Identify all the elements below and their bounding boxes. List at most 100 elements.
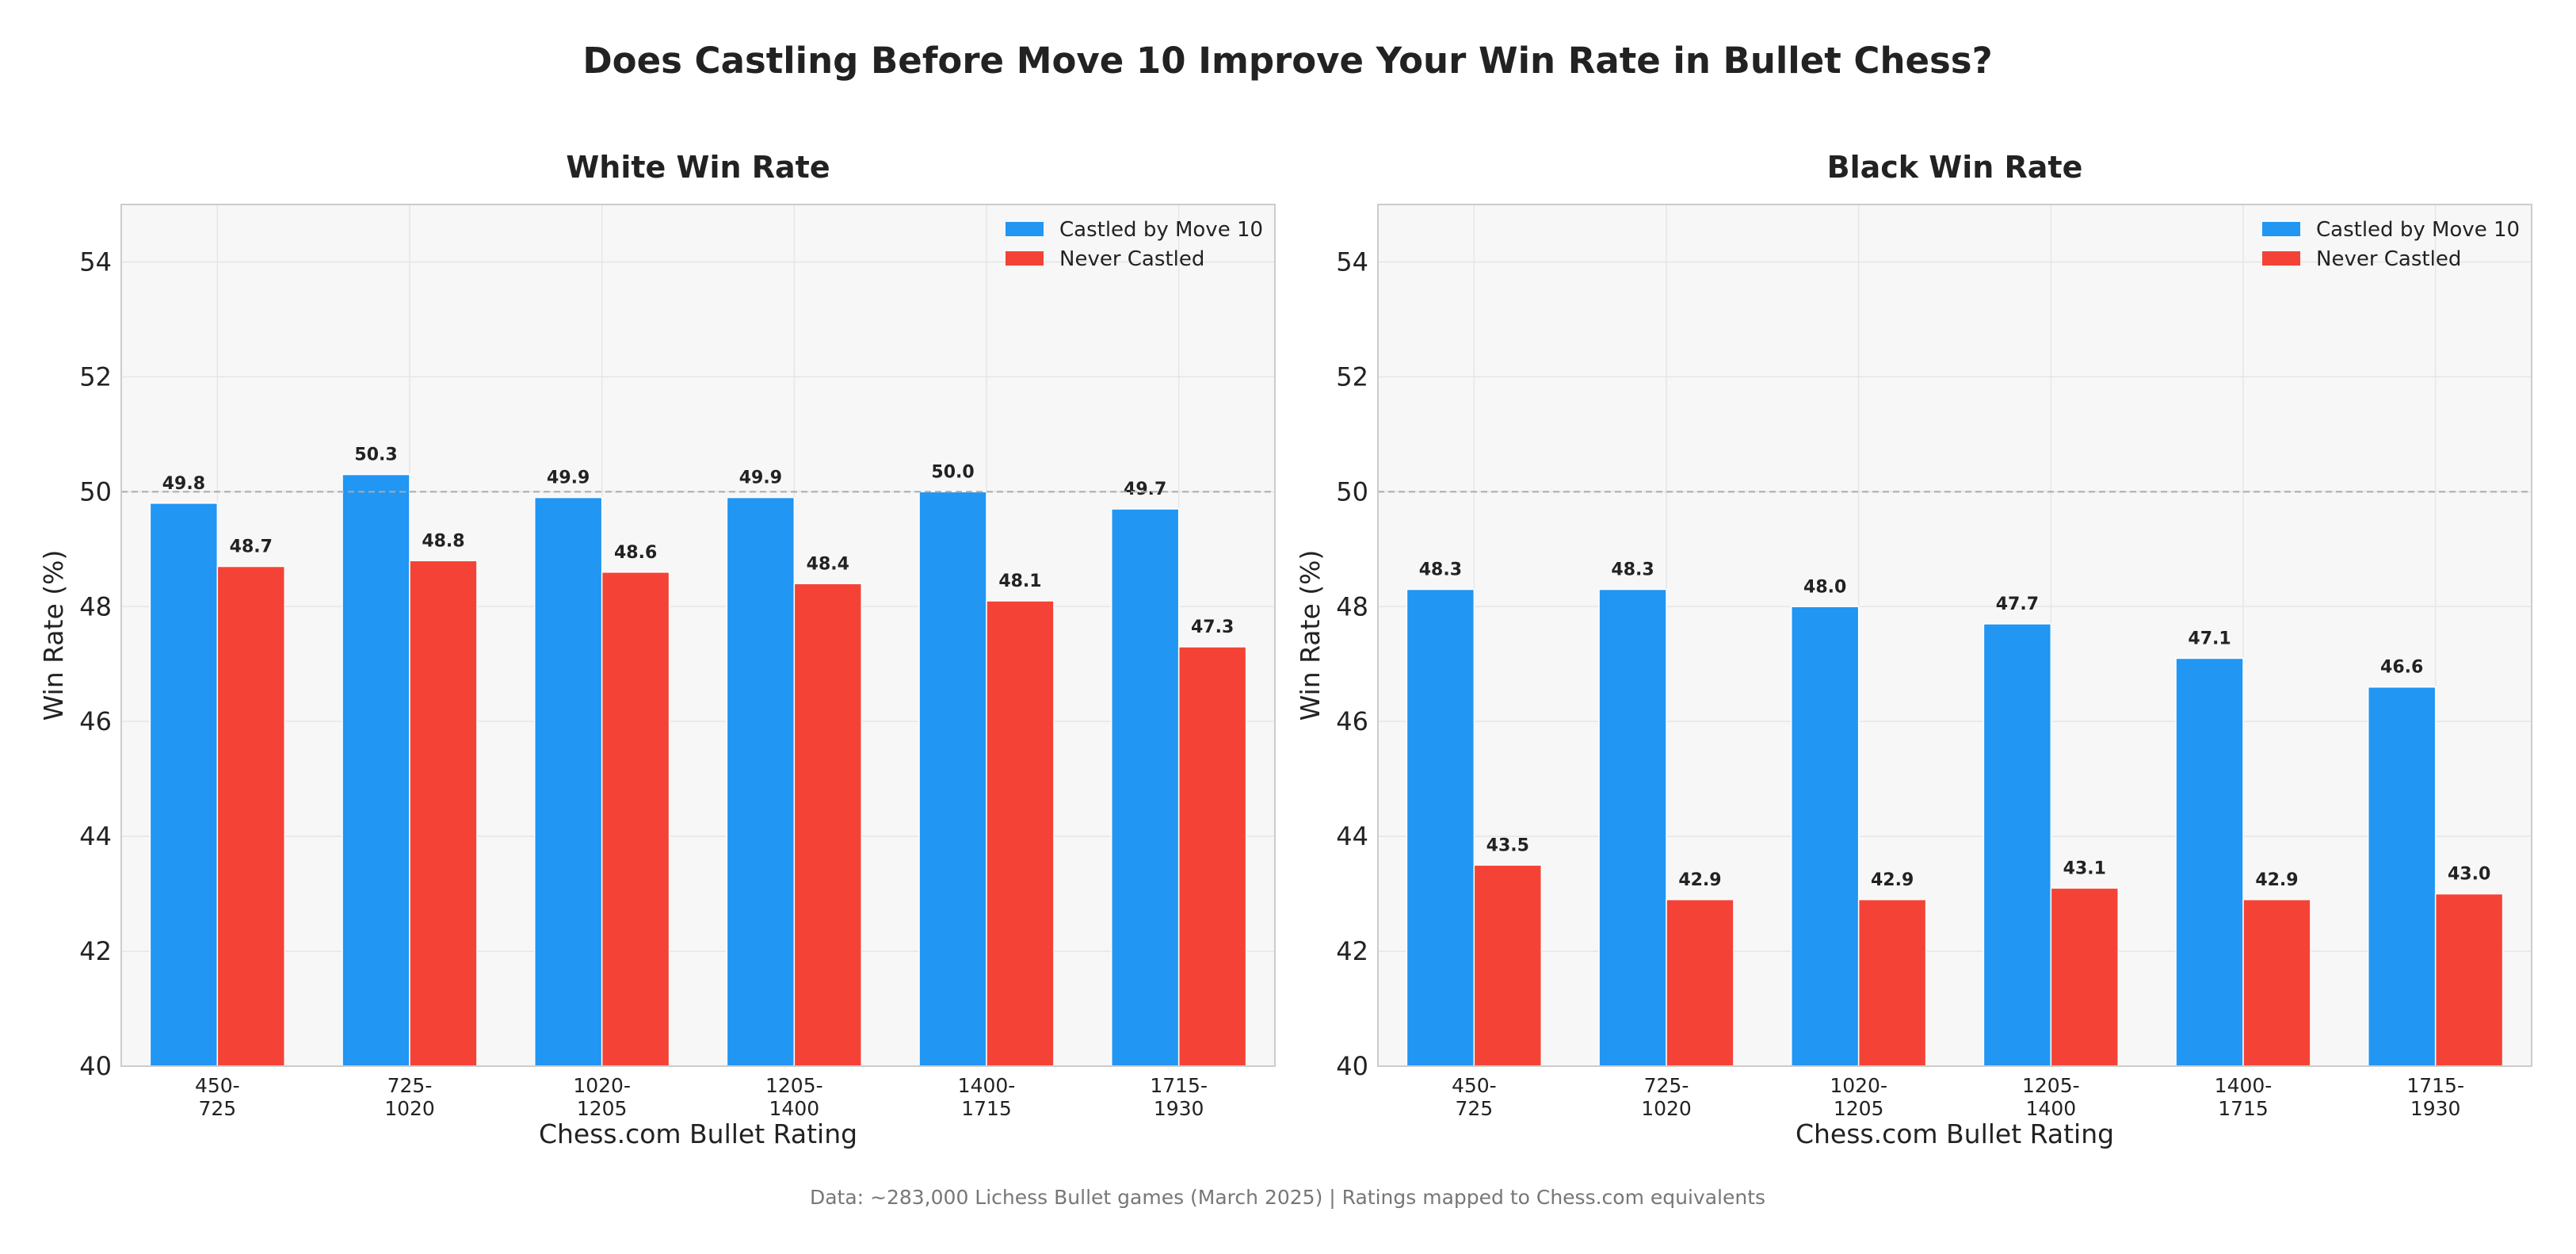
bar [726,496,796,1067]
data-label: 42.9 [1871,870,1914,890]
x-axis-label: Chess.com Bullet Rating [539,1118,857,1149]
bar [918,491,987,1067]
x-tick-label: 1020-1205 [1830,1074,1887,1120]
bar [1406,588,1475,1067]
data-label: 48.1 [998,572,1041,591]
x-tick-label: 1205-1400 [765,1074,823,1120]
data-label: 49.7 [1124,480,1166,499]
x-tick-label: 1400-1715 [958,1074,1016,1120]
chart-footnote: Data: ~283,000 Lichess Bullet games (Mar… [810,1186,1765,1209]
x-tick-label: 1715-1930 [1150,1074,1208,1120]
y-tick-label: 48 [1336,591,1368,621]
x-tick-label: 450-725 [195,1074,240,1120]
bar [793,583,863,1067]
legend-swatch [2262,251,2300,266]
x-axis-label: Chess.com Bullet Rating [1796,1118,2114,1149]
y-tick-label: 52 [79,361,112,392]
y-axis-label: Win Rate (%) [1295,550,1326,721]
y-tick-label: 54 [1336,247,1368,277]
bar [2434,893,2504,1067]
data-label: 42.9 [1678,870,1721,890]
data-label: 48.0 [1803,577,1846,597]
y-tick-label: 42 [79,936,112,966]
plot-area [121,205,1275,1066]
data-label: 49.9 [739,468,782,488]
legend-label: Never Castled [1059,247,1204,271]
bar [342,473,410,1067]
data-label: 43.0 [2448,865,2490,885]
x-tick-label: 1400-1715 [2215,1074,2273,1120]
legend-label: Castled by Move 10 [2316,218,2520,242]
bar [1598,588,1667,1067]
bar [2367,686,2437,1067]
legend-swatch [2262,222,2300,236]
data-label: 43.1 [2063,858,2106,878]
x-tick-label: 1715-1930 [2406,1074,2464,1120]
data-label: 50.0 [931,462,974,482]
y-axis-label: Win Rate (%) [38,550,69,721]
y-tick-label: 46 [79,706,112,736]
legend-swatch [1006,251,1044,266]
x-tick-label: 725-1020 [384,1074,435,1120]
bar [1666,899,1735,1067]
y-tick-label: 46 [1336,706,1368,736]
legend-label: Castled by Move 10 [1059,218,1263,242]
bar [601,572,670,1067]
chart-panel-2: 40 42 44 46 48 50 52 54 48.3 48.3 48.0 47.7 47.1 46.6… [1295,150,2532,1149]
legend-swatch [1006,222,1044,236]
bar [1473,864,1543,1067]
bar [2050,887,2120,1067]
data-label: 48.4 [807,554,849,574]
bar [216,565,286,1067]
data-label: 48.6 [614,543,657,563]
bar [1790,606,1860,1067]
chart-panels: 40 42 44 46 48 50 52 54 49.8 50.3 49.9 49.9 50.0 49.7… [38,150,2532,1149]
legend-label: Never Castled [2316,247,2461,271]
y-tick-label: 42 [1336,936,1368,966]
y-tick-label: 52 [1336,361,1368,392]
data-label: 47.7 [1996,595,2039,614]
bar [986,600,1055,1067]
data-label: 46.6 [2380,658,2423,678]
bar [533,496,603,1067]
plot-frame [120,204,1276,1067]
bar [149,503,219,1067]
panel-title: Black Win Rate [1827,150,2083,185]
y-tick-label: 54 [79,247,112,277]
data-label: 43.5 [1486,835,1529,855]
y-tick-label: 44 [79,821,112,851]
data-label: 50.3 [354,445,397,465]
plot-frame [1377,204,2532,1067]
data-label: 47.1 [2188,629,2231,648]
y-tick-label: 50 [1336,476,1368,507]
data-label: 49.8 [162,474,205,494]
data-label: 49.9 [547,468,590,488]
bar [1857,899,1927,1067]
chart-panel-1: 40 42 44 46 48 50 52 54 49.8 50.3 49.9 49.9 50.0 49.7… [38,150,1276,1149]
y-tick-label: 48 [79,591,112,621]
bar [2175,657,2244,1067]
data-label: 48.3 [1419,560,1462,580]
y-tick-label: 40 [79,1051,112,1081]
chart-title: Does Castling Before Move 10 Improve You… [582,40,1992,82]
x-tick-label: 1205-1400 [2022,1074,2080,1120]
data-label: 47.3 [1191,617,1234,637]
x-tick-label: 725-1020 [1641,1074,1692,1120]
y-tick-label: 50 [79,476,112,507]
y-tick-label: 40 [1336,1051,1368,1081]
data-label: 42.9 [2255,870,2298,890]
data-label: 48.8 [422,531,464,551]
bar [1110,508,1180,1067]
x-tick-label: 450-725 [1452,1074,1497,1120]
plot-area [1378,205,2532,1066]
bar [1983,623,2052,1067]
y-tick-label: 44 [1336,821,1368,851]
bar [1177,646,1247,1067]
bar [409,560,478,1067]
bar [2242,899,2311,1067]
panel-title: White Win Rate [566,150,830,185]
data-label: 48.3 [1611,560,1654,580]
data-label: 48.7 [230,537,273,557]
x-tick-label: 1020-1205 [573,1074,631,1120]
